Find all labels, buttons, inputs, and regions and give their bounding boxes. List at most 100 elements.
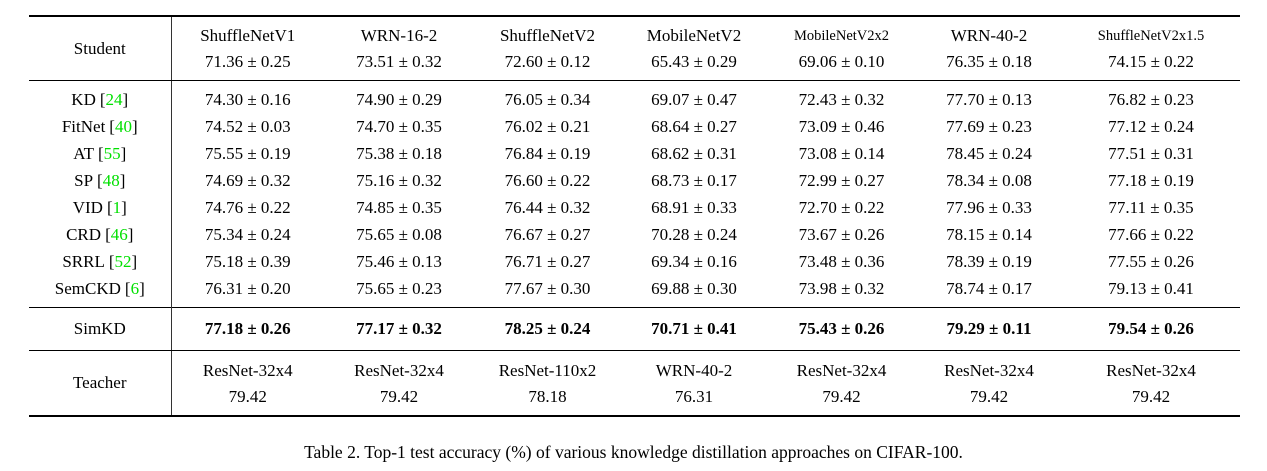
student-model-name: MobileNetV2x2 — [793, 27, 890, 44]
accuracy-value: 75.34 ± 0.24 — [170, 221, 324, 248]
accuracy-value: 75.55 ± 0.19 — [170, 140, 324, 167]
accuracy-value: 69.34 ± 0.16 — [651, 251, 737, 271]
citation-link[interactable]: 40 — [114, 116, 132, 136]
student-model-name: ShuffleNetV2x1.5 — [1097, 27, 1205, 44]
accuracy-value: 77.51 ± 0.31 — [1108, 143, 1194, 163]
accuracy-value: 76.31 ± 0.20 — [170, 275, 324, 308]
accuracy-value: 76.44 ± 0.32 — [504, 197, 591, 217]
citation-link[interactable]: 48 — [102, 170, 120, 190]
student-header-cell: Student — [29, 15, 171, 81]
accuracy-value: 73.48 ± 0.36 — [798, 251, 885, 271]
accuracy-value: 72.99 ± 0.27 — [798, 170, 885, 190]
student-model-name: ShuffleNetV1 — [200, 25, 296, 45]
teacher-model-name: ResNet-110x2 — [498, 360, 597, 380]
method-cell: AT [55] — [29, 140, 171, 167]
citation-bracket: ] — [127, 224, 134, 244]
accuracy-value: 78.25 ± 0.24 — [474, 307, 621, 351]
accuracy-value: 75.65 ± 0.23 — [356, 278, 442, 298]
accuracy-value: 70.28 ± 0.24 — [651, 224, 737, 244]
method-cell: SimKD — [29, 307, 171, 351]
table-row: AT [55] 75.55 ± 0.19 75.38 ± 0.18 76.84 ±… — [29, 140, 1240, 167]
accuracy-value: 73.67 ± 0.26 — [798, 224, 885, 244]
citation-bracket: [ — [124, 278, 131, 298]
accuracy-value: 77.69 ± 0.23 — [946, 116, 1032, 136]
accuracy-value: 76.02 ± 0.21 — [504, 116, 591, 136]
table-row: FitNet [40] 74.52 ± 0.03 74.70 ± 0.35 76.… — [29, 113, 1240, 140]
citation-bracket: [ — [105, 224, 111, 244]
teacher-model-accuracy: 76.31 — [674, 386, 714, 406]
teacher-model-cell: ResNet-110x2 78.18 — [474, 350, 621, 417]
student-model-name: ShuffleNetV2 — [499, 25, 596, 45]
teacher-model-name: WRN-40-2 — [655, 360, 733, 380]
accuracy-value: 75.43 ± 0.26 — [767, 307, 916, 351]
citation-link[interactable]: 52 — [114, 251, 132, 271]
method-cell: SP [48] — [29, 167, 171, 194]
teacher-model-name: ResNet-32x4 — [1106, 360, 1196, 380]
table-row: CRD [46] 75.34 ± 0.24 75.65 ± 0.08 76.67 … — [29, 221, 1240, 248]
accuracy-value: 77.17 ± 0.32 — [324, 307, 474, 351]
student-model-cell: MobileNetV2x2 69.06 ± 0.10 — [767, 15, 916, 81]
student-model-name: WRN-16-2 — [360, 25, 438, 45]
accuracy-value: 77.55 ± 0.26 — [1108, 251, 1194, 271]
accuracy-value: 78.39 ± 0.19 — [946, 251, 1032, 271]
citation-link[interactable]: 6 — [130, 278, 140, 298]
citation-bracket: ] — [122, 89, 129, 109]
student-model-cell: MobileNetV2 65.43 ± 0.29 — [621, 15, 767, 81]
accuracy-value: 74.52 ± 0.03 — [170, 113, 324, 140]
citation-bracket: ] — [121, 197, 127, 217]
table-row: SP [48] 74.69 ± 0.32 75.16 ± 0.32 76.60 ±… — [29, 167, 1240, 194]
method-cell: FitNet [40] — [29, 113, 171, 140]
method-cell: SemCKD [6] — [29, 275, 171, 308]
teacher-model-accuracy: 79.42 — [1131, 386, 1171, 406]
citation-bracket: ] — [139, 278, 145, 298]
accuracy-value: 73.98 ± 0.32 — [798, 278, 885, 298]
teacher-label: Teacher — [72, 373, 127, 392]
teacher-model-accuracy: 79.42 — [822, 386, 861, 406]
accuracy-value: 74.76 ± 0.22 — [170, 194, 324, 221]
method-cell: KD [24] — [29, 81, 171, 114]
student-model-accuracy: 73.51 ± 0.32 — [356, 51, 442, 71]
student-label: Student — [73, 38, 126, 58]
accuracy-value: 68.91 ± 0.33 — [651, 197, 737, 217]
results-table: Student ShuffleNetV1 71.36 ± 0.25 WRN-16… — [29, 15, 1240, 417]
accuracy-value: 72.43 ± 0.32 — [798, 89, 885, 109]
accuracy-value: 68.62 ± 0.31 — [651, 143, 737, 163]
student-model-cell: ShuffleNetV1 71.36 ± 0.25 — [170, 15, 324, 81]
teacher-model-accuracy: 78.18 — [528, 386, 567, 406]
accuracy-value: 70.71 ± 0.41 — [621, 307, 767, 351]
teacher-header-cell: Teacher — [29, 350, 171, 417]
citation-link[interactable]: 1 — [112, 197, 122, 217]
table-header-row: Student ShuffleNetV1 71.36 ± 0.25 WRN-16… — [29, 15, 1240, 81]
accuracy-value: 74.30 ± 0.16 — [170, 80, 324, 113]
teacher-model-cell: ResNet-32x4 79.42 — [916, 350, 1062, 417]
method-name: SP — [74, 170, 94, 190]
student-model-cell: ShuffleNetV2 72.60 ± 0.12 — [474, 15, 621, 81]
accuracy-value: 78.34 ± 0.08 — [946, 170, 1032, 190]
teacher-model-accuracy: 79.42 — [969, 386, 1009, 406]
citation-link[interactable]: 55 — [103, 143, 121, 163]
accuracy-value: 78.15 ± 0.14 — [946, 224, 1032, 244]
teacher-model-cell: ResNet-32x4 79.42 — [767, 350, 916, 417]
accuracy-value: 76.82 ± 0.23 — [1108, 89, 1194, 109]
teacher-model-cell: ResNet-32x4 79.42 — [170, 350, 324, 417]
student-model-cell: WRN-40-2 76.35 ± 0.18 — [916, 15, 1062, 81]
accuracy-value: 68.64 ± 0.27 — [651, 116, 737, 136]
accuracy-value: 77.70 ± 0.13 — [946, 89, 1032, 109]
accuracy-value: 75.16 ± 0.32 — [356, 170, 442, 190]
citation-bracket: ] — [120, 143, 127, 163]
citation-link[interactable]: 24 — [105, 89, 123, 109]
citation-bracket: [ — [97, 143, 104, 163]
table-caption: Table 2. Top-1 test accuracy (%) of vari… — [304, 442, 963, 462]
accuracy-value: 75.46 ± 0.13 — [356, 251, 442, 271]
student-model-accuracy: 76.35 ± 0.18 — [946, 51, 1032, 71]
citation-link[interactable]: 46 — [110, 224, 128, 244]
citation-bracket: ] — [131, 116, 138, 136]
method-name: SimKD — [73, 319, 126, 338]
citation-bracket: [ — [99, 89, 106, 109]
citation-bracket: [ — [109, 116, 115, 136]
teacher-row: Teacher ResNet-32x4 79.42 ResNet-32x4 79… — [29, 350, 1240, 417]
teacher-model-name: ResNet-32x4 — [944, 360, 1034, 380]
accuracy-value: 77.18 ± 0.26 — [170, 307, 324, 351]
table-row: VID [1] 74.76 ± 0.22 74.85 ± 0.35 76.44 ±… — [29, 194, 1240, 221]
